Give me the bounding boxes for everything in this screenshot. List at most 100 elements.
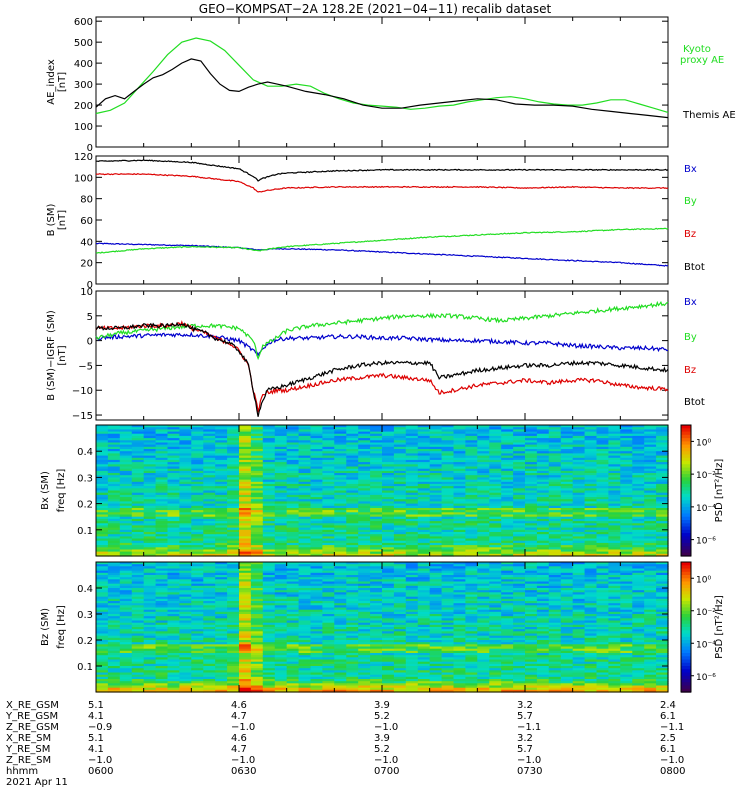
spectrogram-cell xyxy=(107,618,121,622)
spectrogram-cell xyxy=(501,523,514,527)
spectrogram-cell xyxy=(179,653,192,656)
spectrogram-cell xyxy=(429,592,443,596)
spectrogram-cell xyxy=(107,508,121,511)
spectrogram-cell xyxy=(453,473,466,476)
spectrogram-cell xyxy=(310,620,323,624)
spectrogram-cell xyxy=(346,650,359,654)
spectrogram-cell xyxy=(334,648,347,652)
spectrogram-cell xyxy=(620,457,633,461)
spectrogram-cell xyxy=(644,438,657,441)
spectrogram-cell xyxy=(274,676,288,680)
spectrogram-cell xyxy=(239,598,252,602)
spectrogram-cell xyxy=(441,590,455,593)
spectrogram-cell xyxy=(417,568,431,572)
spectrogram-cell xyxy=(167,488,180,492)
spectrogram-cell xyxy=(429,672,443,676)
spectrogram-cell xyxy=(358,532,371,535)
spectrogram-cell xyxy=(167,435,180,439)
spectrogram-cell xyxy=(644,532,657,535)
spectrogram-cell xyxy=(119,594,133,598)
spectrogram-cell xyxy=(405,488,419,492)
spectrogram-cell xyxy=(596,431,609,435)
spectrogram-cell xyxy=(191,572,204,576)
spectrogram-cell xyxy=(262,538,276,542)
spectrogram-cell xyxy=(250,462,264,465)
y-tick-label: 0 xyxy=(87,280,93,291)
spectrogram-cell xyxy=(417,570,431,574)
spectrogram-cell xyxy=(322,457,335,461)
spectrogram-cell xyxy=(322,674,335,678)
spectrogram-cell xyxy=(441,642,455,645)
spectrogram-cell xyxy=(286,562,300,565)
spectrogram-cell xyxy=(203,683,216,687)
spectrogram-cell xyxy=(501,464,514,468)
spectrogram-cell xyxy=(215,497,228,500)
spectrogram-cell xyxy=(96,488,109,492)
spectrogram-cell xyxy=(644,449,657,452)
spectrogram-cell xyxy=(119,681,133,684)
spectrogram-cell xyxy=(167,637,180,641)
spectrogram-cell xyxy=(644,490,657,494)
spectrogram-cell xyxy=(417,545,431,548)
spectrogram-cell xyxy=(262,549,276,553)
spectrogram-cell xyxy=(167,672,180,676)
spectrogram-cell xyxy=(107,551,121,555)
spectrogram-cell xyxy=(167,497,180,500)
spectrogram-cell xyxy=(322,622,335,626)
spectrogram-cell xyxy=(382,438,395,441)
spectrogram-cell xyxy=(274,562,288,565)
spectrogram-cell xyxy=(107,435,121,439)
spectrogram-cell xyxy=(203,668,216,671)
y-tick-label: 100 xyxy=(74,122,93,133)
spectrogram-cell xyxy=(322,466,335,470)
spectrogram-cell xyxy=(262,518,276,522)
spectrogram-cell xyxy=(393,521,407,524)
spectrogram-cell xyxy=(167,492,180,496)
spectrogram-cell xyxy=(298,536,312,540)
spectrogram-cell xyxy=(572,553,586,557)
spectrogram-cell xyxy=(370,579,383,583)
spectrogram-cell xyxy=(501,462,514,465)
spectrogram-cell xyxy=(262,470,276,474)
spectrogram-cell xyxy=(334,663,347,667)
spectrogram-cell xyxy=(143,475,157,478)
spectrogram-cell xyxy=(131,466,145,470)
spectrogram-cell xyxy=(167,510,180,513)
spectrogram-cell xyxy=(155,431,169,435)
spectrogram-cell xyxy=(96,492,109,496)
spectrogram-cell xyxy=(441,581,455,585)
spectrogram-cell xyxy=(441,444,455,448)
spectrogram-cell xyxy=(560,455,574,459)
spectrogram-cell xyxy=(107,481,121,485)
spectrogram-cell xyxy=(572,514,586,518)
spectrogram-cell xyxy=(227,497,240,500)
spectrogram-cell xyxy=(393,473,407,476)
spectrogram-cell xyxy=(239,431,252,435)
spectrogram-cell xyxy=(405,532,419,535)
spectrogram-cell xyxy=(119,532,133,535)
spectrogram-cell xyxy=(239,438,252,441)
spectrogram-cell xyxy=(215,659,228,663)
spectrogram-cell xyxy=(167,570,180,574)
spectrogram-cell xyxy=(572,542,586,546)
spectrogram-cell xyxy=(405,637,419,641)
spectrogram-cell xyxy=(203,646,216,650)
spectrogram-cell xyxy=(656,446,669,450)
spectrogram-cell xyxy=(322,523,335,527)
spectrogram-cell xyxy=(143,518,157,522)
spectrogram-cell xyxy=(203,523,216,527)
spectrogram-cell xyxy=(334,635,347,639)
spectrogram-cell xyxy=(227,583,240,587)
spectrogram-cell xyxy=(167,440,180,444)
spectrogram-cell xyxy=(429,514,443,518)
spectrogram-cell xyxy=(453,442,466,446)
spectrogram-cell xyxy=(155,457,169,461)
spectrogram-cell xyxy=(489,477,502,481)
spectrogram-cell xyxy=(584,532,598,535)
spectrogram-cell xyxy=(143,505,157,509)
spectrogram-cell xyxy=(286,642,300,645)
spectrogram-cell xyxy=(250,497,264,500)
spectrogram-cell xyxy=(382,442,395,446)
spectrogram-cell xyxy=(644,468,657,472)
spectrogram-cell xyxy=(477,542,490,546)
